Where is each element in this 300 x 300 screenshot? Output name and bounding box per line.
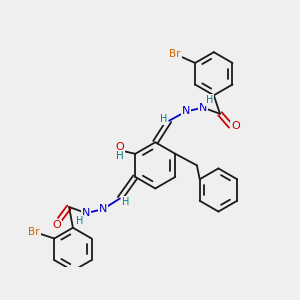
Text: N: N <box>182 106 190 116</box>
Text: Br: Br <box>28 226 40 237</box>
Text: N: N <box>82 208 90 218</box>
Text: H: H <box>122 196 129 206</box>
Text: H: H <box>116 151 124 161</box>
Text: H: H <box>76 216 83 226</box>
Text: H: H <box>206 95 213 105</box>
Text: N: N <box>199 103 207 112</box>
Text: O: O <box>231 121 240 131</box>
Text: H: H <box>160 114 167 124</box>
Text: Br: Br <box>169 50 181 59</box>
Text: O: O <box>116 142 124 152</box>
Text: O: O <box>52 220 61 230</box>
Text: N: N <box>99 204 107 214</box>
